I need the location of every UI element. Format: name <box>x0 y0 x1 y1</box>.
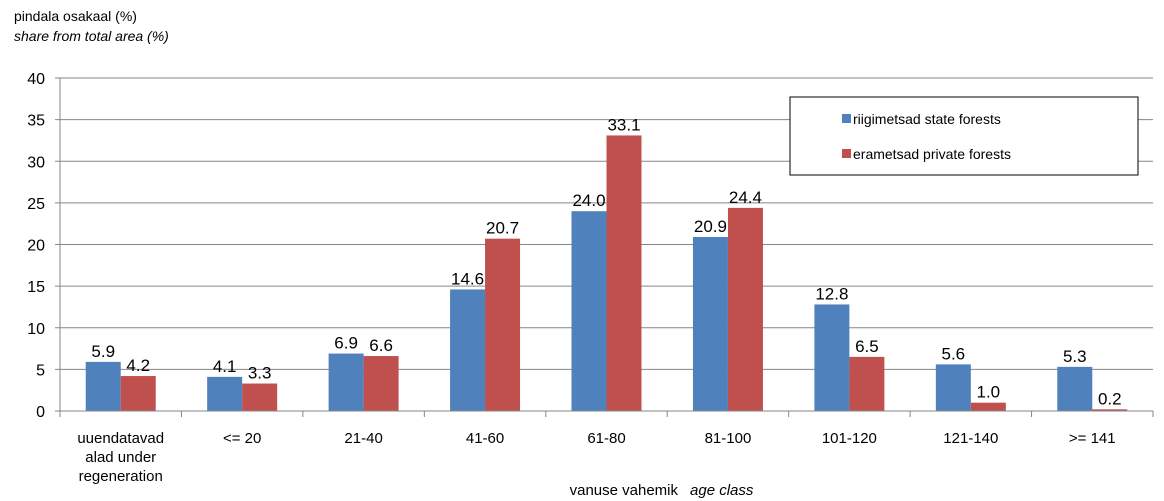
x-tick-label: 61-80 <box>587 430 625 447</box>
x-tick-label: 121-140 <box>943 430 998 447</box>
bar <box>85 361 121 411</box>
x-tick-label: >= 141 <box>1069 430 1116 447</box>
bar <box>727 207 763 411</box>
data-label: 14.6 <box>451 269 484 288</box>
legend-label: riigimetsad state forests <box>853 111 1001 127</box>
bar <box>242 383 278 411</box>
y-tick-label: 10 <box>27 321 45 338</box>
data-label: 24.4 <box>729 188 762 207</box>
data-label: 12.8 <box>815 284 848 303</box>
data-label: 1.0 <box>977 383 1001 402</box>
x-tick-label: <= 20 <box>223 430 261 447</box>
bar <box>120 376 156 411</box>
data-label: 4.2 <box>126 356 150 375</box>
data-label: 5.9 <box>91 342 115 361</box>
y-tick-label: 20 <box>27 238 45 255</box>
bar <box>606 135 642 411</box>
x-tick-label-line: 121-140 <box>943 430 998 447</box>
y-tick-label: 0 <box>36 404 45 421</box>
x-tick-label: 101-120 <box>822 430 877 447</box>
x-tick-label: 81-100 <box>705 430 752 447</box>
x-tick-labels: uuendatavad alad under regeneration <= 20 21… <box>77 430 1115 485</box>
y-tick-labels: 0 5 10 15 20 25 30 35 40 <box>27 71 45 421</box>
bar <box>814 304 850 411</box>
legend-swatch <box>842 114 851 123</box>
y-tick-label: 5 <box>36 362 45 379</box>
x-tick-label-line: 101-120 <box>822 430 877 447</box>
y-tick-label: 35 <box>27 113 45 130</box>
x-tick-label: uuendatavad alad under regeneration <box>77 430 164 485</box>
x-tick-label: 41-60 <box>466 430 504 447</box>
x-axis-title-en: age class <box>690 482 754 499</box>
axes <box>55 77 1154 417</box>
bar <box>1092 409 1128 411</box>
x-tick-label-line: >= 141 <box>1069 430 1116 447</box>
bar <box>970 402 1006 411</box>
bar <box>450 289 486 411</box>
bar <box>485 238 521 411</box>
bar <box>1057 366 1093 411</box>
legend: riigimetsad state forests erametsad priva… <box>789 96 1139 176</box>
bar <box>571 211 607 411</box>
y-tick-label: 15 <box>27 279 45 296</box>
bar <box>207 376 243 411</box>
x-tick-label-line: 21-40 <box>344 430 382 447</box>
data-label: 6.9 <box>334 334 358 353</box>
data-label: 20.7 <box>486 219 519 238</box>
bar <box>692 237 728 411</box>
data-label: 6.6 <box>369 336 393 355</box>
x-tick-label-line: uuendatavad <box>77 430 164 447</box>
legend-swatch <box>842 149 851 158</box>
x-tick-label: 21-40 <box>344 430 382 447</box>
y-axis-title: pindala osakaal (%) <box>14 8 137 24</box>
x-tick-label-line: alad under <box>85 449 156 466</box>
data-label: 0.2 <box>1098 389 1122 408</box>
data-label: 33.1 <box>607 115 640 134</box>
bar <box>935 364 971 411</box>
legend-label: erametsad private forests <box>853 146 1011 162</box>
y-tick-label: 25 <box>27 196 45 213</box>
bar <box>363 356 399 411</box>
x-tick-label-line: 81-100 <box>705 430 752 447</box>
x-tick-label-line: 61-80 <box>587 430 625 447</box>
y-tick-label: 30 <box>27 154 45 171</box>
x-axis-title-et: vanuse vahemik <box>570 482 679 499</box>
x-tick-label-line: <= 20 <box>223 430 261 447</box>
bars <box>85 135 1128 411</box>
legend-box <box>789 96 1139 176</box>
x-tick-label-line: 41-60 <box>466 430 504 447</box>
data-label: 6.5 <box>855 337 879 356</box>
data-label: 20.9 <box>694 217 727 236</box>
data-label: 4.1 <box>213 357 237 376</box>
y-tick-label: 40 <box>27 71 45 88</box>
x-tick-label-line: regeneration <box>79 468 163 485</box>
data-label: 5.6 <box>942 344 966 363</box>
data-labels: 5.9 4.1 6.9 14.6 24.0 20.9 12.8 5.6 5.3 4.2 3.3 6.6… <box>91 115 1121 408</box>
bar <box>849 356 885 411</box>
data-label: 5.3 <box>1063 347 1087 366</box>
x-axis-title: vanuse vahemik age class <box>570 482 754 499</box>
data-label: 3.3 <box>248 364 272 383</box>
y-axis-title-en: share from total area (%) <box>14 28 169 44</box>
data-label: 24.0 <box>572 191 605 210</box>
bar <box>328 353 364 411</box>
